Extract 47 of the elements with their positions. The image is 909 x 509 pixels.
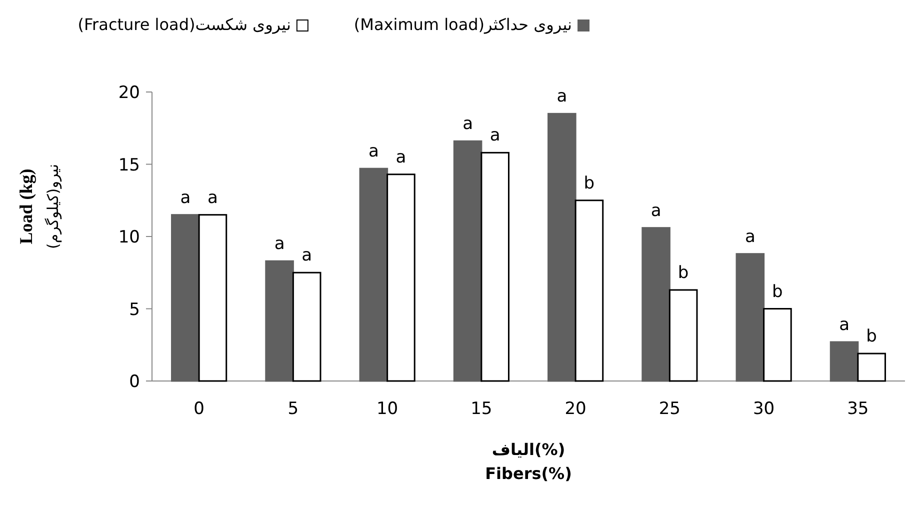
y-tick-label: 20 [118, 83, 140, 103]
x-tick-label: 5 [288, 399, 299, 419]
data-label: b [772, 282, 783, 302]
y-tick-label: 15 [118, 155, 140, 176]
bar [171, 214, 200, 382]
bar [830, 341, 859, 382]
bar [292, 272, 322, 382]
data-label: a [462, 114, 473, 134]
y-tick-label: 0 [129, 372, 140, 392]
y-tick-label: 5 [129, 300, 140, 320]
y-tick-label: 10 [118, 228, 140, 248]
data-label: a [302, 246, 312, 266]
data-label: b [866, 326, 877, 347]
data-label: a [396, 147, 406, 168]
bar [453, 140, 482, 382]
data-label: a [274, 234, 285, 254]
x-tick-label: 0 [194, 399, 204, 419]
bar [642, 227, 670, 382]
data-label: a [744, 226, 756, 247]
x-tick-label: 30 [752, 399, 775, 419]
bar [198, 214, 228, 382]
data-label: a [180, 188, 191, 208]
bar [548, 112, 576, 382]
bar [763, 308, 792, 382]
x-tick-label: 35 [847, 399, 869, 419]
bar [359, 168, 388, 382]
bar [574, 200, 604, 382]
x-tick-label: 20 [564, 399, 586, 419]
data-label: a [368, 142, 379, 162]
x-tick-label: 10 [376, 399, 398, 419]
bar [265, 260, 294, 382]
data-label: a [839, 314, 850, 335]
data-label: b [678, 262, 689, 283]
legend-label: نیروی شکست(Fracture load) [78, 15, 291, 34]
data-label: a [650, 200, 662, 221]
bar [386, 174, 416, 382]
bar [480, 152, 510, 382]
x-tick-label: 25 [658, 399, 681, 419]
data-label: a [556, 86, 568, 107]
bar [857, 352, 886, 382]
x-tick-label: 15 [470, 399, 492, 419]
legend-label: نیروی حداکثر(Maximum load) [354, 15, 572, 34]
data-label: b [584, 173, 595, 194]
data-label: a [490, 126, 500, 146]
bar [668, 289, 698, 382]
data-label: a [208, 188, 218, 208]
bar [736, 253, 765, 382]
